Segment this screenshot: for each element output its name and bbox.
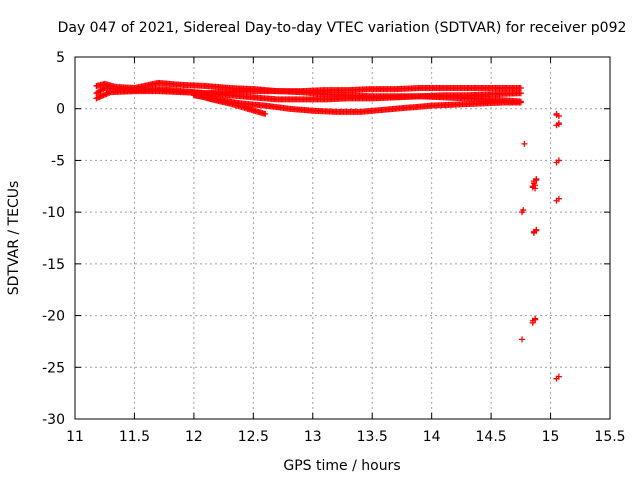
y-tick-label: 5 <box>56 50 65 66</box>
y-tick-label: 0 <box>56 102 65 118</box>
data-point-band-e <box>262 110 269 117</box>
y-axis-label: SDTVAR / TECUs <box>6 181 22 296</box>
x-tick-label: 13.5 <box>357 429 388 445</box>
data-point-isolated <box>532 182 539 189</box>
x-tick-label: 12.5 <box>238 429 269 445</box>
x-tick-label: 14 <box>423 429 441 445</box>
y-tick-label: -15 <box>42 257 65 273</box>
data-point-isolated <box>555 195 562 202</box>
data-point-isolated <box>533 176 540 183</box>
data-point-band-a <box>517 90 524 97</box>
data-point-isolated <box>529 319 536 326</box>
tick-layer: 11 11.5 12 12.5 13 13.5 14 14.5 15 15.5 5 0 -5 -10 -15… <box>42 50 625 445</box>
x-tick-label: 13 <box>304 429 322 445</box>
x-tick-label: 15 <box>542 429 560 445</box>
y-tick-label: -30 <box>42 412 65 428</box>
chart-title: Day 047 of 2021, Sidereal Day-to-day VTE… <box>58 20 627 36</box>
data-point-isolated <box>533 226 540 233</box>
data-point-isolated <box>521 140 528 147</box>
y-tick-label: -10 <box>42 205 65 221</box>
x-tick-label: 15.5 <box>594 429 625 445</box>
x-tick-label: 11.5 <box>119 429 150 445</box>
y-tick-label: -25 <box>42 360 65 376</box>
data-point-isolated <box>532 316 539 323</box>
data-point-band-b <box>517 85 524 92</box>
data-point-isolated <box>555 157 562 164</box>
data-point-isolated <box>555 373 562 380</box>
y-tick-label: -5 <box>51 153 65 169</box>
data-point-isolated <box>519 336 526 343</box>
data-point-isolated <box>553 110 560 117</box>
data-point-isolated <box>555 121 562 128</box>
x-tick-label: 14.5 <box>476 429 507 445</box>
x-tick-label: 11 <box>66 429 84 445</box>
x-tick-label: 12 <box>185 429 203 445</box>
data-point-isolated <box>530 229 537 236</box>
plot-frame <box>74 56 611 420</box>
x-axis-label: GPS time / hours <box>283 458 400 474</box>
point-layer <box>93 79 562 382</box>
data-point-band-d <box>517 99 524 106</box>
y-tick-label: -20 <box>42 309 65 325</box>
data-point-isolated <box>520 207 527 214</box>
